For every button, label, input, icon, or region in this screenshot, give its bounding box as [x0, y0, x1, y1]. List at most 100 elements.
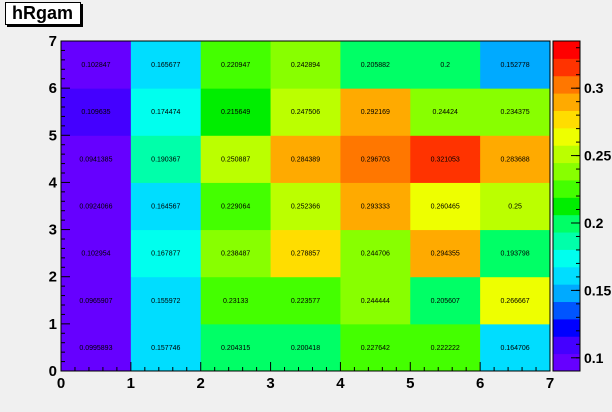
- cell-value-label: 0.247506: [291, 109, 320, 116]
- colorbar-tick-label: 0.1: [584, 350, 604, 366]
- x-tick-label: 2: [197, 375, 205, 392]
- cell-value-label: 0.244444: [361, 298, 390, 305]
- cell-value-label: 0.204315: [221, 345, 250, 352]
- heatmap-cell: [61, 182, 132, 231]
- histogram-title[interactable]: hRgam: [5, 2, 81, 25]
- cell-value-label: 0.164567: [151, 204, 180, 211]
- x-tick-label: 7: [546, 375, 554, 392]
- heatmap-cell: [61, 41, 132, 89]
- heatmap-cell: [480, 41, 551, 89]
- cell-value-label: 0.0995893: [79, 345, 112, 352]
- heatmap-cell: [480, 182, 551, 231]
- cell-value-label: 0.190367: [151, 156, 180, 163]
- colorbar-tick-label: 0.25: [584, 148, 611, 164]
- colorbar-swatch: [553, 145, 580, 164]
- colorbar-swatch: [553, 336, 580, 355]
- heatmap-cell: [340, 323, 411, 372]
- y-tick-label: 5: [49, 127, 57, 144]
- heatmap-cell: [270, 229, 341, 278]
- colorbar-swatch: [553, 301, 580, 320]
- plot-frame: [60, 40, 551, 372]
- cell-value-label: 0.0965907: [79, 298, 112, 305]
- cell-value-label: 0.164706: [500, 345, 529, 352]
- cell-value-label: 0.260465: [431, 204, 460, 211]
- cell-value-label: 0.109635: [81, 109, 110, 116]
- colorbar-swatch: [553, 214, 580, 233]
- colorbar-swatch: [553, 197, 580, 216]
- x-tick-label: 6: [476, 375, 484, 392]
- colorbar-frame: [552, 40, 581, 372]
- heatmap-cell: [270, 88, 341, 136]
- heatmap-cell: [480, 323, 551, 372]
- heatmap-cell: [340, 41, 411, 89]
- heatmap-cell: [130, 323, 202, 372]
- heatmap-cell: [340, 88, 411, 136]
- heatmap-cell: [270, 41, 341, 89]
- cell-value-label: 0.25: [508, 204, 522, 211]
- y-tick-label: 4: [49, 174, 58, 191]
- cell-value-label: 0.155972: [151, 298, 180, 305]
- cell-value-label: 0.174474: [151, 109, 180, 116]
- heatmap-cell: [130, 276, 202, 325]
- x-tick-label: 3: [266, 375, 274, 392]
- cell-value-label: 0.244706: [361, 251, 390, 258]
- heatmap-cell: [410, 135, 481, 183]
- cell-value-label: 0.293333: [361, 204, 390, 211]
- cell-value-label: 0.278857: [291, 251, 320, 258]
- heatmap-cell: [410, 41, 481, 89]
- colorbar-swatch: [553, 162, 580, 181]
- x-tick-label: 0: [57, 375, 65, 392]
- heatmap-cell: [270, 323, 341, 372]
- heatmap-cell: [61, 88, 132, 136]
- colorbar-swatch: [553, 127, 580, 146]
- x-tick-label: 5: [406, 375, 414, 392]
- cell-value-label: 0.292169: [361, 109, 390, 116]
- y-tick-label: 6: [49, 80, 57, 97]
- cell-value-label: 0.102847: [81, 62, 110, 69]
- heatmap-cell: [130, 135, 202, 183]
- y-tick-label: 2: [49, 269, 57, 286]
- cell-value-label: 0.242894: [291, 62, 320, 69]
- colorbar-swatch: [553, 266, 580, 285]
- colorbar-tick-label: 0.3: [584, 80, 604, 96]
- heatmap-cell: [340, 276, 411, 325]
- cell-value-label: 0.102954: [81, 251, 110, 258]
- heatmap-cell: [270, 182, 341, 231]
- cell-value-label: 0.152778: [500, 62, 529, 69]
- heatmap-cell: [200, 323, 272, 372]
- x-tick-label: 1: [127, 375, 135, 392]
- colorbar: 0.1 0.15 0.2 0.25 0.3: [552, 40, 611, 372]
- heatmap-cell: [200, 41, 272, 89]
- heatmap-cell: [480, 135, 551, 183]
- cell-value-label: 0.294355: [431, 251, 460, 258]
- cell-value-label: 0.23133: [223, 298, 248, 305]
- cell-value-label: 0.0924066: [79, 204, 112, 211]
- heatmap-cell: [61, 135, 132, 183]
- cell-value-label: 0.215649: [221, 109, 250, 116]
- cell-value-label: 0.252366: [291, 204, 320, 211]
- cell-value-label: 0.234375: [500, 109, 529, 116]
- colorbar-swatch: [553, 93, 580, 111]
- cell-value-label: 0.157746: [151, 345, 180, 352]
- cell-value-label: 0.229064: [221, 204, 250, 211]
- heatmap-cell: [61, 323, 132, 372]
- cell-value-label: 0.250887: [221, 156, 250, 163]
- cell-value-label: 0.2: [440, 62, 450, 69]
- colorbar-swatch: [553, 75, 580, 94]
- cell-value-label: 0.167877: [151, 251, 180, 258]
- heatmap-cell: [410, 323, 481, 372]
- cell-value-label: 0.238487: [221, 251, 250, 258]
- heatmap-cell: [200, 88, 272, 136]
- heatmap-cell: [200, 135, 272, 183]
- heatmap-cell: [200, 182, 272, 231]
- heatmap-cell: [130, 229, 202, 278]
- colorbar-tick-label: 0.2: [584, 215, 604, 231]
- heatmap-cell: [200, 276, 272, 325]
- cell-value-label: 0.321053: [431, 156, 460, 163]
- cell-value-label: 0.205882: [361, 62, 390, 69]
- heatmap-cell: [270, 276, 341, 325]
- heatmap-cell: [270, 135, 341, 183]
- y-tick-label: 7: [49, 33, 57, 50]
- cell-value-label: 0.193798: [500, 251, 529, 258]
